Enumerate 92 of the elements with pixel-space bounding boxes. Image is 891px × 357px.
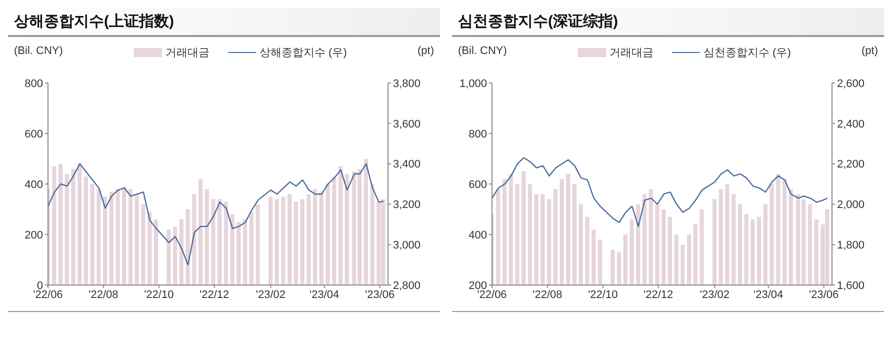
bar — [249, 212, 254, 285]
legend-label: 상해종합지수 (우) — [260, 46, 347, 60]
bar — [154, 219, 158, 285]
chart-title: 상해종합지수(上证指数) — [8, 8, 440, 37]
bar — [294, 202, 298, 285]
x-tick-label: '22/12 — [200, 288, 230, 301]
y-tick-label: 1,000 — [459, 78, 487, 90]
bar — [128, 189, 133, 285]
bar — [192, 194, 196, 285]
bar — [306, 194, 311, 285]
y-tick-label: 400 — [24, 178, 43, 191]
legend-label: 거래대금 — [166, 46, 210, 60]
bar — [186, 209, 190, 285]
y2-tick-label: 2,800 — [393, 280, 421, 292]
y2-tick-label: 3,400 — [393, 158, 421, 171]
bar — [256, 204, 260, 285]
bar — [78, 164, 82, 285]
bar — [243, 219, 248, 285]
bar — [109, 192, 114, 285]
bar — [84, 176, 88, 285]
bar — [211, 199, 216, 285]
bar — [166, 229, 171, 285]
y2-axis-title: (pt) — [418, 45, 434, 57]
bar — [370, 184, 374, 285]
bar — [319, 192, 324, 285]
y-axis-title: (Bil. CNY) — [14, 45, 63, 57]
y-tick-label: 600 — [468, 178, 487, 191]
y-tick-label: 800 — [24, 78, 43, 90]
y2-tick-label: 1,600 — [837, 280, 865, 292]
bar — [364, 158, 368, 285]
bar — [96, 189, 101, 285]
bar — [198, 178, 203, 285]
bar — [332, 176, 336, 285]
bar — [230, 214, 234, 285]
y2-tick-label: 3,000 — [393, 240, 421, 252]
bar — [52, 166, 56, 285]
x-tick-label: '23/04 — [754, 288, 784, 301]
x-tick-label: '23/06 — [365, 288, 395, 301]
bar — [179, 219, 184, 285]
bar — [300, 199, 304, 285]
chart-title: 심천종합지수(深证综指) — [452, 8, 884, 37]
bar — [326, 184, 330, 285]
x-tick-label: '23/06 — [809, 288, 839, 301]
bar — [236, 222, 241, 285]
bar — [90, 184, 94, 285]
bar — [344, 174, 349, 285]
y-tick-label: 200 — [24, 229, 43, 242]
y2-tick-label: 2,200 — [837, 158, 865, 171]
y2-tick-label: 3,800 — [393, 78, 421, 90]
y-tick-label: 400 — [468, 229, 487, 242]
x-tick-label: '23/02 — [256, 288, 286, 301]
x-tick-label: '23/04 — [310, 288, 340, 301]
y2-tick-label: 3,600 — [393, 118, 421, 130]
y2-tick-label: 3,200 — [393, 199, 421, 212]
bar — [141, 204, 146, 285]
bar — [268, 196, 273, 285]
bar — [224, 202, 228, 285]
bar — [71, 168, 76, 285]
bar — [134, 194, 139, 285]
y-axis-title: (Bil. CNY) — [458, 45, 507, 57]
y2-axis-title: (pt) — [862, 45, 878, 57]
bar — [116, 189, 120, 285]
line-series — [48, 163, 384, 266]
y2-tick-label: 2,600 — [837, 78, 865, 90]
y2-tick-label: 2,400 — [837, 118, 865, 130]
y2-tick-label: 2,000 — [837, 199, 865, 212]
legend-label: 심천종합지수 (우) — [704, 46, 791, 60]
x-tick-label: '22/10 — [588, 288, 618, 301]
bar — [64, 174, 69, 285]
line-series — [492, 157, 828, 228]
y2-tick-label: 1,800 — [837, 240, 865, 252]
bar — [313, 189, 318, 285]
bar — [204, 189, 209, 285]
x-tick-label: '22/10 — [144, 288, 174, 301]
x-tick-label: '22/08 — [88, 288, 118, 301]
bar — [173, 226, 178, 285]
bar — [58, 164, 63, 285]
x-tick-label: '23/02 — [700, 288, 730, 301]
bar — [218, 199, 222, 285]
bar — [103, 196, 108, 285]
legend-label: 거래대금 — [610, 46, 654, 60]
x-tick-label: '22/12 — [644, 288, 674, 301]
bar — [288, 194, 292, 285]
bar — [338, 166, 343, 285]
y-tick-label: 600 — [24, 128, 43, 140]
bar — [274, 199, 279, 285]
x-tick-label: '22/06 — [477, 288, 507, 301]
y-tick-label: 800 — [468, 128, 487, 140]
bar — [122, 186, 126, 285]
bar — [281, 196, 286, 285]
x-tick-label: '22/08 — [532, 288, 562, 301]
bar — [148, 212, 152, 285]
